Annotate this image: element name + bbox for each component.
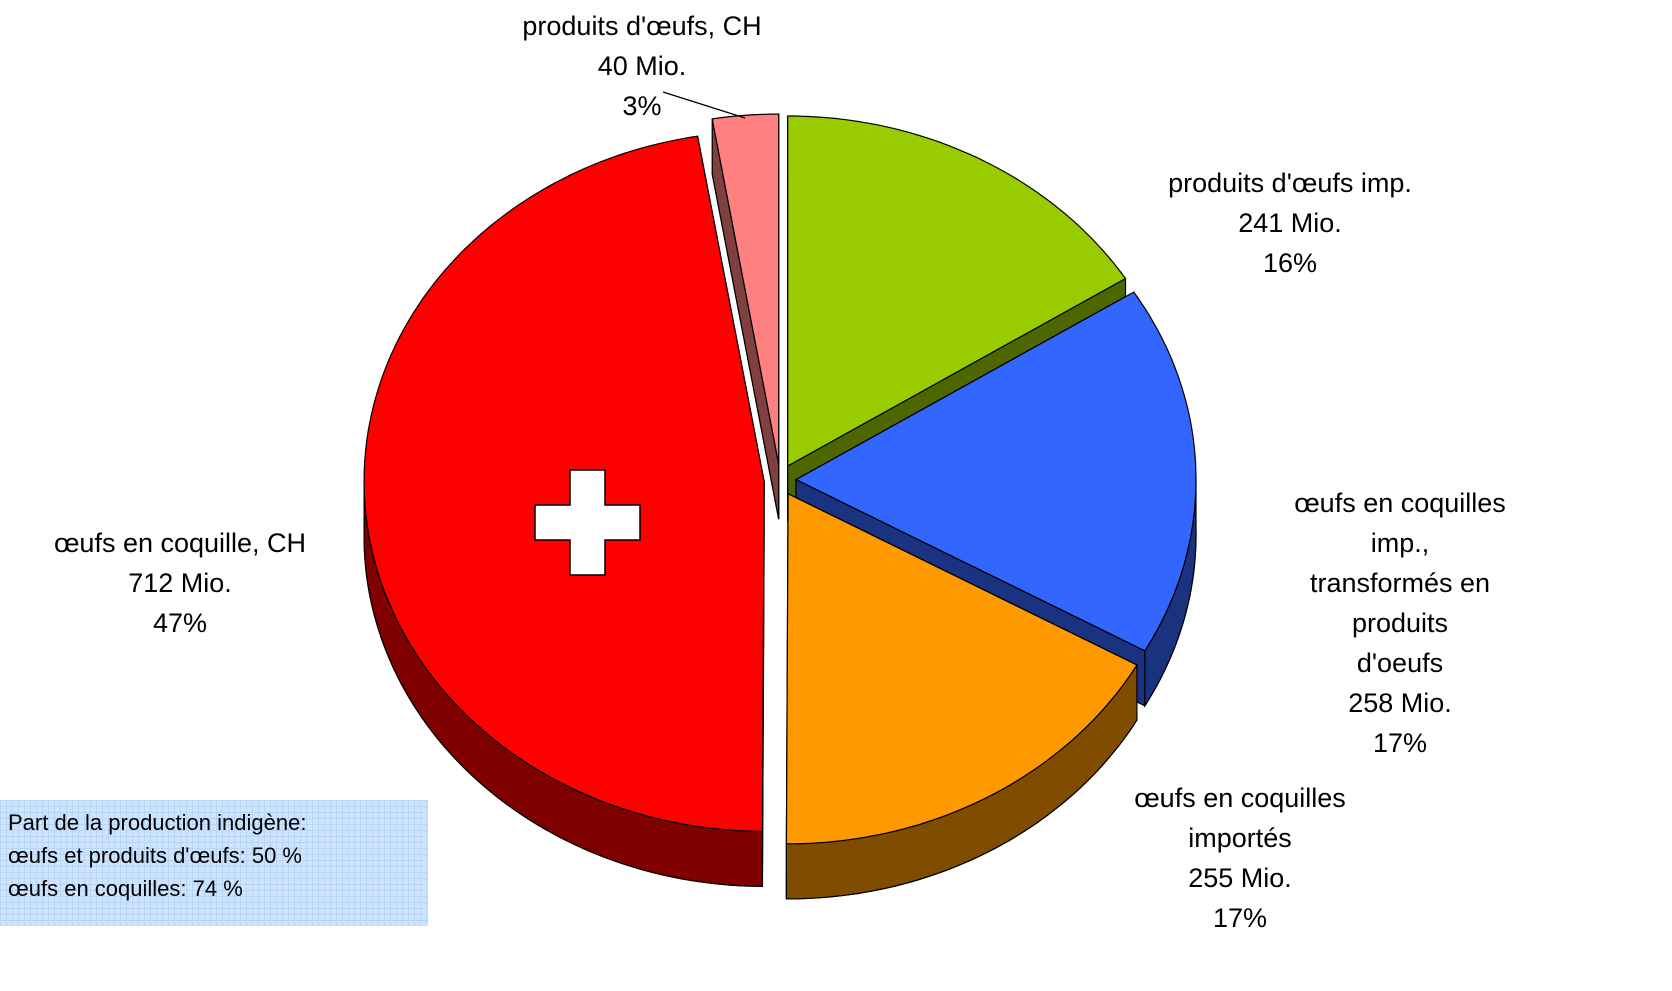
label-share: 16% — [1262, 248, 1318, 278]
label-name: œufs en coquille, CH — [53, 528, 307, 558]
pie-slice — [363, 135, 765, 832]
note-line: œufs et produits d'œufs: 50 % — [8, 843, 302, 868]
note-box: Part de la production indigène: œufs et … — [0, 800, 428, 926]
label-value: 712 Mio. — [128, 568, 232, 598]
pie-tops — [363, 113, 1197, 845]
note-line: Part de la production indigène: — [8, 810, 307, 835]
label-value: 40 Mio. — [597, 51, 687, 81]
label-name: produits d'œufs imp. — [1168, 168, 1412, 198]
label-share: 3% — [622, 91, 662, 121]
pie-slice — [711, 113, 780, 465]
label-name: produits d'œufs, CH — [522, 11, 762, 41]
label-name: œufs en coquilles importés — [1134, 783, 1346, 853]
slice-label: produits d'œufs, CH 40 Mio. 3% — [522, 6, 761, 126]
note-line: œufs en coquilles: 74 % — [8, 876, 243, 901]
slice-label: œufs en coquille, CH 712 Mio. 47% — [54, 523, 306, 643]
pie-slice — [787, 115, 1127, 468]
label-share: 47% — [152, 608, 208, 638]
label-value: 255 Mio. — [1188, 863, 1292, 893]
swiss-cross — [534, 469, 641, 576]
pie-slice — [794, 291, 1197, 652]
label-share: 17% — [1212, 903, 1268, 933]
leader-line — [662, 91, 746, 119]
label-value: 258 Mio. — [1348, 688, 1452, 718]
slice-label: œufs en coquilles imp., transformés en p… — [1264, 483, 1536, 763]
label-value: 241 Mio. — [1238, 208, 1342, 238]
label-share: 17% — [1372, 728, 1428, 758]
label-name: œufs en coquilles imp., transformés en p… — [1294, 488, 1506, 678]
slice-label: produits d'œufs imp. 241 Mio. 16% — [1168, 163, 1412, 283]
pie-slice — [785, 492, 1138, 845]
slice-label: œufs en coquilles importés 255 Mio. 17% — [1134, 778, 1346, 938]
